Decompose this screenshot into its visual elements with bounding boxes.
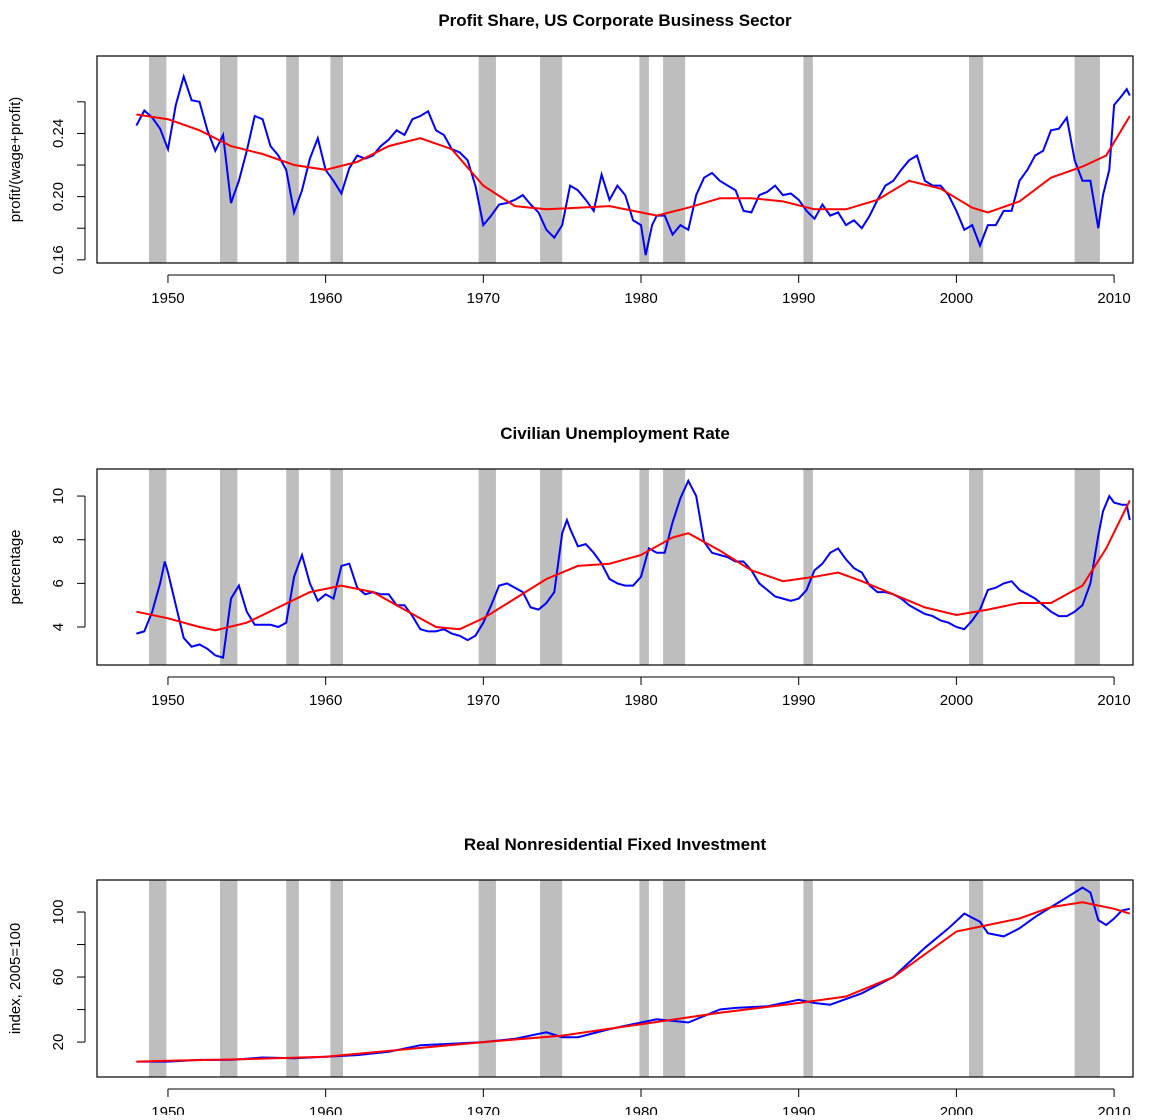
y-axis-label: percentage — [7, 529, 24, 604]
recession-band — [219, 56, 238, 263]
x-tick-label: 1950 — [151, 692, 184, 709]
recession-band — [803, 56, 813, 263]
recession-band — [969, 880, 984, 1077]
chart-title: Profit Share, US Corporate Business Sect… — [438, 11, 792, 30]
recession-band — [663, 56, 686, 263]
recession-band — [663, 880, 686, 1077]
y-tick-label: 100 — [50, 900, 67, 925]
y-tick-label: 4 — [50, 623, 67, 631]
recession-band — [330, 880, 343, 1077]
x-tick-label: 2000 — [940, 290, 973, 307]
y-tick-label: 0.16 — [50, 245, 67, 274]
x-tick-label: 1990 — [782, 1104, 815, 1115]
plot-area — [136, 880, 1131, 1077]
x-tick-label: 1970 — [467, 290, 500, 307]
recession-band — [803, 880, 813, 1077]
x-tick-label: 2010 — [1097, 1104, 1130, 1115]
x-tick-label: 2000 — [940, 692, 973, 709]
x-tick-label: 1950 — [151, 1104, 184, 1115]
plot-box — [96, 468, 1134, 666]
recession-band — [969, 469, 984, 665]
x-tick-label: 1950 — [151, 290, 184, 307]
recession-band — [540, 880, 563, 1077]
y-axis-label: profit/(wage+profit) — [7, 97, 24, 222]
y-tick-label: 0.20 — [50, 182, 67, 211]
x-tick-label: 2010 — [1097, 290, 1130, 307]
chart-title: Real Nonresidential Fixed Investment — [464, 835, 767, 854]
y-tick-label: 10 — [50, 488, 67, 505]
x-tick-label: 2000 — [940, 1104, 973, 1115]
recession-band — [286, 880, 299, 1077]
chart-title: Civilian Unemployment Rate — [500, 424, 730, 443]
y-tick-label: 60 — [50, 969, 67, 986]
x-tick-label: 1990 — [782, 290, 815, 307]
y-tick-label: 8 — [50, 536, 67, 544]
recession-band — [149, 880, 167, 1077]
recession-band — [330, 56, 343, 263]
x-tick-label: 1960 — [309, 692, 342, 709]
x-tick-label: 1980 — [624, 692, 657, 709]
recession-band — [478, 880, 496, 1077]
x-tick-label: 2010 — [1097, 692, 1130, 709]
recession-band — [478, 56, 496, 263]
x-tick-label: 1960 — [309, 290, 342, 307]
x-tick-label: 1970 — [467, 692, 500, 709]
recession-band — [286, 56, 299, 263]
recession-band — [803, 469, 813, 665]
plot-box — [96, 879, 1134, 1078]
plot-box — [96, 55, 1134, 264]
x-tick-label: 1960 — [309, 1104, 342, 1115]
data-line — [136, 499, 1131, 632]
x-tick-label: 1970 — [467, 1104, 500, 1115]
x-tick-label: 1990 — [782, 692, 815, 709]
recession-band — [286, 469, 299, 665]
y-tick-label: 20 — [50, 1034, 67, 1051]
recession-band — [540, 469, 563, 665]
x-tick-label: 1980 — [624, 290, 657, 307]
plot-area — [136, 469, 1131, 665]
recession-band — [149, 56, 167, 263]
plot-area — [135, 56, 1131, 263]
x-tick-label: 1980 — [624, 1104, 657, 1115]
recession-band — [219, 880, 238, 1077]
y-tick-label: 6 — [50, 579, 67, 587]
recession-band — [330, 469, 343, 665]
recession-band — [663, 469, 686, 665]
data-line — [136, 478, 1131, 659]
recession-band — [639, 56, 649, 263]
recession-band — [540, 56, 563, 263]
recession-band — [219, 469, 238, 665]
recession-band — [969, 56, 984, 263]
recession-band — [639, 880, 649, 1077]
y-axis-label: index, 2005=100 — [7, 923, 24, 1034]
data-line — [136, 901, 1131, 1063]
recession-band — [478, 469, 496, 665]
data-line — [136, 113, 1131, 217]
y-tick-label: 0.24 — [50, 119, 67, 148]
recession-band — [1074, 469, 1100, 665]
data-line — [135, 73, 1131, 256]
